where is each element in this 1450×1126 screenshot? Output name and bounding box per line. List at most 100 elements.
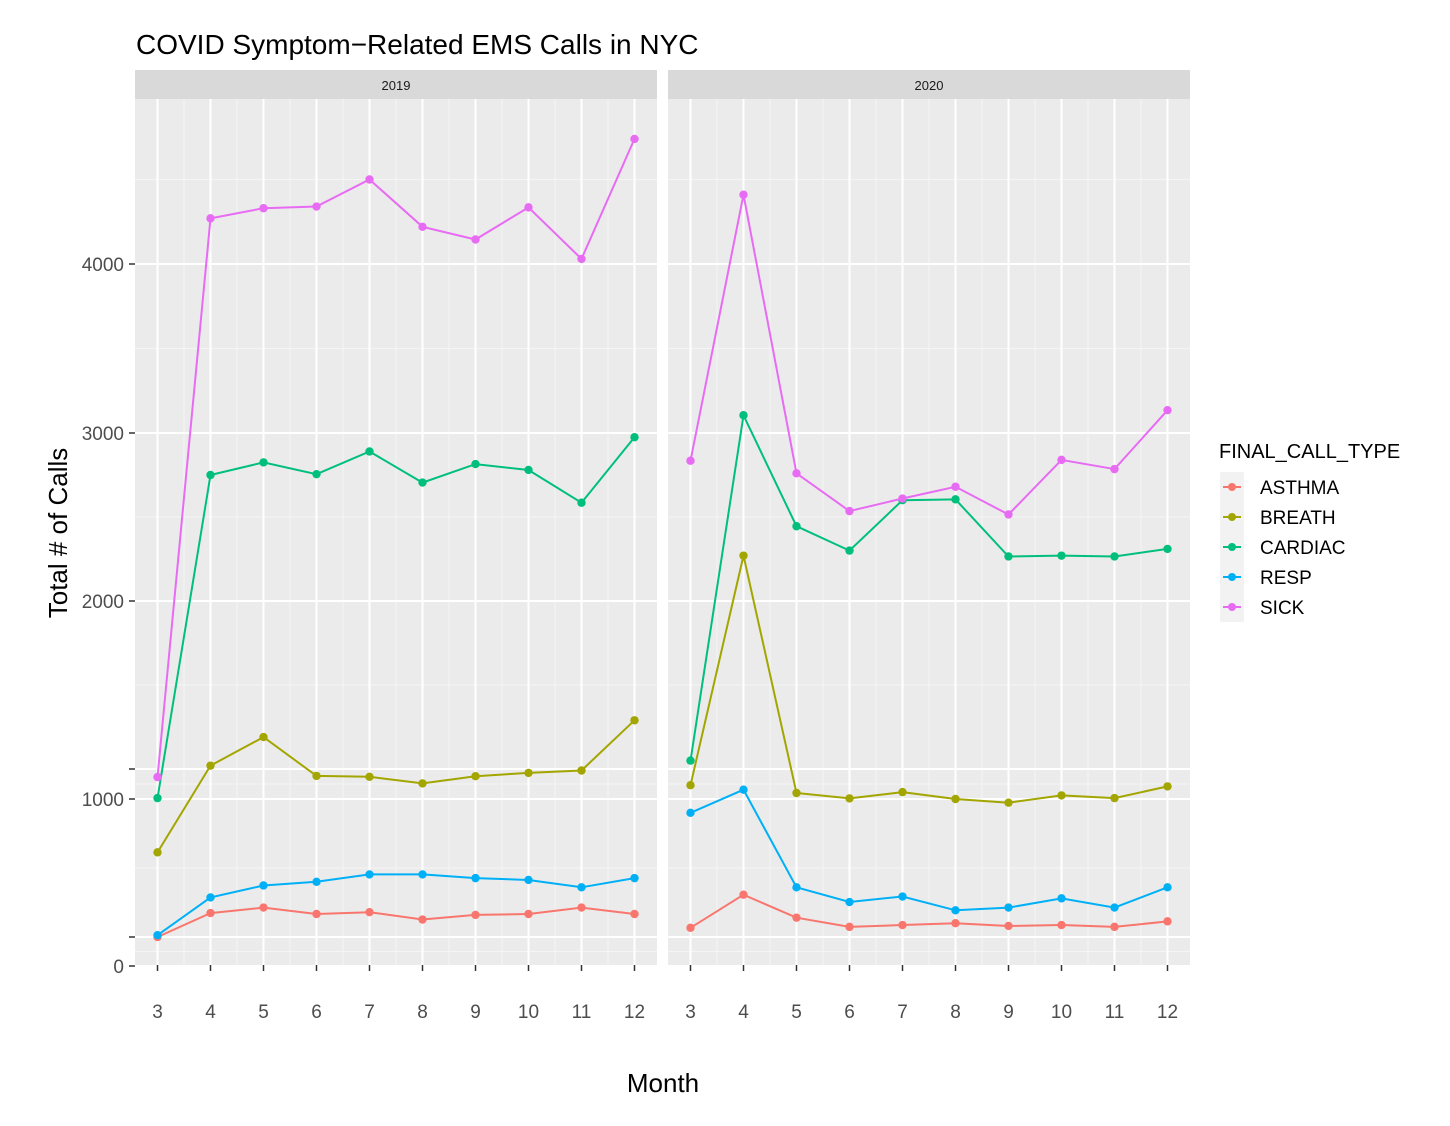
- data-point: [686, 923, 695, 932]
- series-asthma-2020: [686, 890, 1172, 932]
- data-point: [951, 794, 960, 804]
- data-point: [898, 494, 907, 503]
- data-point: [630, 716, 639, 725]
- x-tick-label: 9: [470, 1002, 481, 1023]
- facet-strip-label: 2019: [382, 78, 411, 93]
- chart-title: COVID Symptom−Related EMS Calls in NYC: [136, 29, 699, 60]
- facet-strip-label: 2020: [915, 78, 944, 93]
- legend-key-point: [1228, 513, 1236, 521]
- data-point: [1004, 552, 1013, 561]
- x-tick-label: 12: [1157, 1002, 1178, 1023]
- data-point: [630, 433, 639, 442]
- series-sick-2019: [153, 134, 639, 782]
- data-point: [845, 922, 854, 932]
- data-point: [1004, 798, 1013, 807]
- x-tick-label: 4: [738, 1002, 749, 1023]
- data-point: [577, 766, 586, 775]
- data-point: [524, 203, 533, 212]
- x-tick-label: 10: [1051, 1002, 1072, 1023]
- data-point: [418, 478, 427, 487]
- series-cardiac-2020: [686, 411, 1172, 765]
- x-tick-label: 6: [311, 1002, 322, 1023]
- series-line: [156, 138, 636, 778]
- data-point: [1163, 544, 1172, 554]
- data-point: [524, 768, 533, 778]
- legend-item-resp: RESP: [1220, 562, 1312, 592]
- x-tick-label: 5: [791, 1002, 802, 1023]
- x-tick-label: 7: [364, 1002, 375, 1023]
- data-point: [845, 794, 854, 803]
- data-point: [1110, 464, 1119, 474]
- data-point: [739, 551, 748, 560]
- data-point: [206, 908, 215, 918]
- data-point: [1163, 782, 1172, 791]
- data-point: [845, 897, 854, 907]
- data-point: [418, 779, 427, 788]
- data-point: [686, 456, 695, 465]
- data-point: [312, 469, 321, 479]
- data-point: [471, 910, 480, 920]
- data-point: [686, 808, 695, 817]
- x-tick-label: 11: [572, 1002, 592, 1023]
- x-tick-label: 6: [844, 1002, 855, 1023]
- data-point: [792, 788, 801, 798]
- data-point: [898, 787, 907, 797]
- data-point: [312, 771, 321, 781]
- data-point: [1004, 903, 1013, 912]
- data-point: [1057, 455, 1066, 465]
- data-point: [524, 465, 533, 475]
- data-point: [739, 411, 748, 420]
- data-point: [365, 447, 374, 456]
- data-point: [206, 761, 215, 770]
- data-point: [365, 870, 374, 879]
- data-point: [471, 459, 480, 469]
- data-point: [630, 909, 639, 919]
- data-point: [577, 903, 586, 912]
- data-point: [577, 498, 586, 507]
- data-point: [1163, 883, 1172, 892]
- data-point: [471, 235, 480, 244]
- data-point: [1163, 405, 1172, 415]
- data-point: [898, 892, 907, 901]
- data-point: [365, 907, 374, 917]
- series-line: [689, 411, 1168, 761]
- data-point: [259, 204, 268, 213]
- panel-2019: 2019 3 4 5 6 7 8 9 10 11 12: [135, 70, 657, 1023]
- data-point: [1057, 920, 1066, 930]
- data-point: [471, 772, 480, 781]
- data-point: [206, 214, 215, 223]
- data-point: [951, 482, 960, 491]
- data-point: [739, 190, 748, 199]
- data-point: [1004, 921, 1013, 931]
- legend-item-asthma: ASTHMA: [1220, 472, 1340, 502]
- x-tick-label: 11: [1105, 1002, 1125, 1023]
- data-point: [1057, 551, 1066, 560]
- data-point: [153, 848, 162, 857]
- legend-label: CARDIAC: [1260, 538, 1346, 559]
- panel-2020: 2020 3 4 5 6 7 8 9 10 11 12: [668, 70, 1190, 1023]
- x-tick-label: 4: [205, 1002, 216, 1023]
- data-point: [259, 903, 268, 912]
- data-point: [1110, 922, 1119, 932]
- legend-key-point: [1228, 543, 1236, 551]
- data-point: [418, 222, 427, 232]
- data-point: [259, 458, 268, 467]
- legend-key-point: [1228, 483, 1236, 491]
- data-point: [312, 909, 321, 919]
- y-tick-label: 4000: [82, 255, 124, 276]
- series-line: [689, 194, 1169, 516]
- data-point: [312, 877, 321, 886]
- x-tick-label: 3: [685, 1002, 696, 1023]
- data-point: [1057, 791, 1066, 800]
- legend-item-cardiac: CARDIAC: [1220, 532, 1346, 562]
- series-resp-2019: [153, 870, 639, 940]
- y-tick-label: 0: [113, 957, 124, 978]
- series-sick-2020: [686, 190, 1172, 519]
- legend-label: ASTHMA: [1260, 478, 1340, 499]
- x-tick-label: 12: [624, 1002, 645, 1023]
- legend-label: BREATH: [1260, 508, 1336, 529]
- data-point: [312, 202, 321, 211]
- data-point: [418, 915, 427, 924]
- series-cardiac-2019: [153, 433, 639, 803]
- data-point: [739, 785, 748, 794]
